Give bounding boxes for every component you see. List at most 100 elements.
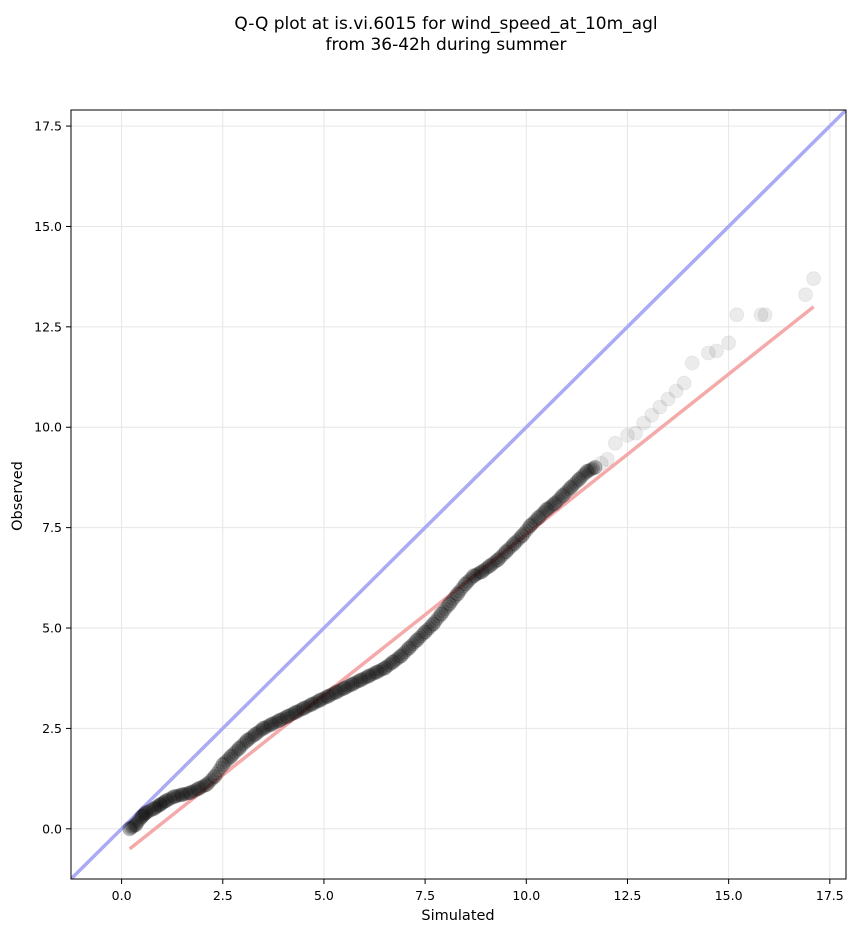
data-point-34-1 <box>387 653 402 668</box>
data-point-1-3 <box>133 811 148 826</box>
data-point-14-1 <box>225 747 240 762</box>
data-point-46-1 <box>484 557 499 572</box>
data-point-16-1 <box>242 731 257 746</box>
x-tick-label-0: 0.0 <box>112 888 132 903</box>
data-point-5 <box>152 797 168 813</box>
data-point-23-1 <box>298 700 313 715</box>
data-point-16-3 <box>246 728 261 743</box>
data-point-57-1 <box>573 470 588 485</box>
data-point-34-2 <box>389 652 404 667</box>
data-point-13-3 <box>221 751 236 766</box>
data-point-33 <box>377 660 393 676</box>
data-point-60 <box>593 455 609 471</box>
data-point-28 <box>336 680 352 696</box>
data-point-36-1 <box>403 639 418 654</box>
data-point-8 <box>174 787 190 803</box>
data-point-27-3 <box>335 682 350 697</box>
data-point-8-3 <box>181 786 196 801</box>
data-point-12-2 <box>211 763 226 778</box>
data-point-50-3 <box>521 521 536 536</box>
data-point-35 <box>393 648 409 664</box>
data-point-18-1 <box>258 720 273 735</box>
data-point-57-2 <box>575 468 590 483</box>
data-point-13-1 <box>217 755 232 770</box>
data-point-6-2 <box>163 791 178 806</box>
data-point-55-1 <box>557 486 572 501</box>
data-point-44 <box>466 568 482 584</box>
data-point-56 <box>563 479 579 495</box>
data-point-53-1 <box>541 501 556 516</box>
data-point-17 <box>247 726 263 742</box>
data-point-37 <box>409 632 425 648</box>
data-point-43-2 <box>462 572 477 587</box>
data-point-3-2 <box>142 803 157 818</box>
data-point-22-2 <box>292 703 307 718</box>
data-point-36 <box>401 640 417 656</box>
data-point-32-1 <box>371 664 386 679</box>
data-point-54-1 <box>549 494 564 509</box>
y-axis-label: Observed <box>10 461 26 531</box>
data-point-45 <box>474 564 490 580</box>
data-point-12-1 <box>209 766 224 781</box>
data-point-12 <box>207 769 223 785</box>
data-point-79 <box>806 271 822 287</box>
data-point-30 <box>352 672 368 688</box>
data-point-41 <box>441 596 457 612</box>
y-tick-label-0: 0.0 <box>42 821 62 836</box>
data-point-11-2 <box>203 773 218 788</box>
data-point-59 <box>587 459 603 475</box>
data-point-29 <box>344 676 360 692</box>
data-point-67 <box>652 399 668 415</box>
data-point-15-3 <box>238 735 253 750</box>
data-point-40-2 <box>438 601 453 616</box>
data-point-28-3 <box>343 678 358 693</box>
data-point-27-2 <box>333 683 348 698</box>
data-point-44-2 <box>470 566 485 581</box>
data-points <box>122 271 822 837</box>
data-point-12-3 <box>213 760 228 775</box>
data-point-1-2 <box>131 813 146 828</box>
data-point-42-2 <box>454 581 469 596</box>
data-point-40-1 <box>436 604 451 619</box>
x-tick-label-5: 12.5 <box>614 888 642 903</box>
data-point-49-3 <box>513 530 528 545</box>
data-point-73 <box>708 343 724 359</box>
data-point-23-2 <box>300 699 315 714</box>
data-point-42 <box>449 586 465 602</box>
data-point-29-2 <box>349 675 364 690</box>
data-point-39 <box>425 616 441 632</box>
data-point-0-1 <box>124 820 139 835</box>
data-point-46-3 <box>488 554 503 569</box>
data-point-21-3 <box>286 706 301 721</box>
data-point-27 <box>328 684 344 700</box>
x-tick-label-3: 7.5 <box>415 888 435 903</box>
data-point-43-1 <box>460 574 475 589</box>
data-point-6 <box>158 793 174 809</box>
data-point-43 <box>458 576 474 592</box>
data-point-68 <box>660 391 676 407</box>
x-tick-label-6: 15.0 <box>715 888 743 903</box>
data-point-33-1 <box>379 659 394 674</box>
data-point-24-3 <box>310 694 325 709</box>
data-point-44-3 <box>472 565 487 580</box>
data-point-3 <box>138 805 154 821</box>
data-point-31-1 <box>363 668 378 683</box>
data-point-30-1 <box>355 672 370 687</box>
data-point-62 <box>607 435 623 451</box>
data-point-7 <box>166 789 182 805</box>
data-point-48-3 <box>505 538 520 553</box>
data-point-57 <box>571 471 587 487</box>
data-point-28-2 <box>341 679 356 694</box>
data-point-52-3 <box>537 504 552 519</box>
data-point-17-2 <box>252 724 267 739</box>
data-point-69 <box>668 383 684 399</box>
y-tick-label-1: 2.5 <box>42 721 62 736</box>
data-point-36-2 <box>405 637 420 652</box>
data-point-9 <box>182 785 198 801</box>
data-point-51-1 <box>525 516 540 531</box>
data-point-61 <box>599 451 615 467</box>
data-point-15-1 <box>233 739 248 754</box>
data-point-48-1 <box>501 542 516 557</box>
data-point-43-3 <box>464 570 479 585</box>
data-point-20-3 <box>278 710 293 725</box>
